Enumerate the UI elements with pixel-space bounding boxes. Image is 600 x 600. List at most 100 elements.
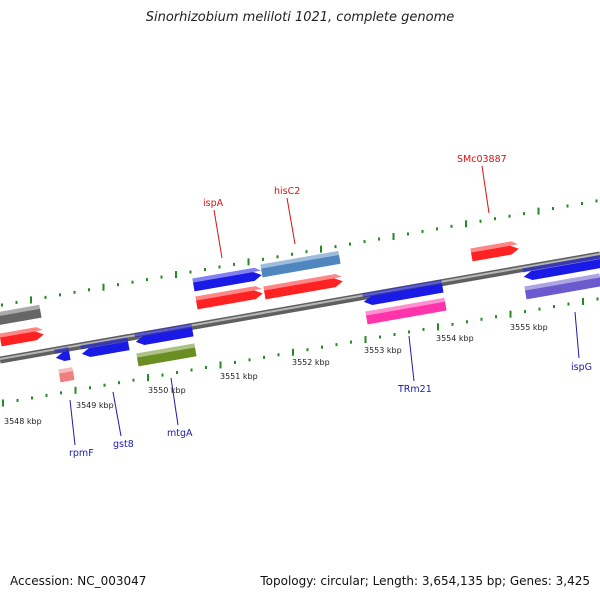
gene-blue-mtgA-upper (134, 323, 194, 345)
minor-tick (262, 257, 264, 261)
minor-tick (479, 219, 482, 223)
gene-rpmF-body (55, 351, 71, 361)
minor-tick (234, 360, 236, 364)
minor-tick (334, 245, 337, 249)
gene-mtgA-body (137, 347, 197, 367)
minor-tick (552, 207, 554, 211)
leader-mtga (170, 377, 179, 426)
minor-tick (248, 358, 251, 362)
major-tick (247, 258, 250, 266)
upper-tick-track (1, 199, 598, 307)
gene-mtgA-bevel (136, 343, 196, 358)
gene-hisC2-bevel (263, 273, 343, 291)
gene-ispA-bevel (192, 267, 262, 283)
gene-red-left (0, 327, 44, 347)
gene-gst8-body (81, 341, 130, 357)
minor-tick (59, 293, 61, 297)
minor-tick (349, 242, 351, 246)
minor-tick (160, 275, 163, 279)
gene-ispG (524, 273, 600, 300)
minor-tick (305, 250, 308, 254)
leader-ispg (574, 311, 580, 359)
major-tick (465, 220, 467, 228)
gene-red-left-bevel (0, 327, 44, 338)
gene-labels: SMc03887 hisC2 ispA rpmF gst8 mtgA TRm21… (69, 154, 592, 459)
minor-tick (321, 345, 323, 349)
tick-label-3550: 3550 kbp (148, 386, 186, 395)
tick-label-3555: 3555 kbp (510, 323, 548, 332)
gene-TRm21-upper (362, 279, 444, 305)
minor-tick (553, 305, 555, 309)
gene-SMc03887-bevel (470, 241, 518, 253)
major-tick (537, 207, 540, 215)
minor-tick (89, 386, 91, 390)
gene-ispG-upper (522, 255, 600, 280)
gene-lightred-rpmF-bevel (58, 367, 73, 374)
gene-mtgA (136, 343, 197, 367)
gene-TRm21-upper-body (363, 283, 444, 305)
gene-gray-left-body (0, 308, 42, 327)
gene-features (0, 241, 600, 383)
minor-tick (190, 368, 193, 372)
minor-tick (218, 265, 221, 269)
major-tick (74, 386, 77, 394)
major-tick (320, 245, 322, 253)
gene-gst8 (80, 337, 130, 357)
minor-tick (263, 355, 265, 359)
minor-tick (73, 290, 76, 294)
gene-label-rpmf: rpmF (69, 448, 94, 459)
gene-label-mtga: mtgA (167, 428, 193, 439)
major-tick (509, 310, 512, 318)
gene-hisC2-body (264, 278, 343, 300)
minor-tick (1, 303, 3, 307)
minor-tick (60, 391, 62, 395)
gene-red-left-body (0, 331, 44, 347)
tick-label-3553: 3553 kbp (364, 346, 402, 355)
minor-tick (350, 340, 352, 344)
minor-tick (233, 262, 235, 266)
minor-tick (45, 393, 48, 397)
gene-gray-left-bevel (0, 304, 40, 318)
minor-tick (408, 330, 410, 334)
major-tick (292, 348, 294, 356)
minor-tick (44, 295, 47, 299)
gene-gray-left (0, 304, 42, 327)
minor-tick (205, 365, 207, 369)
gene-hisC2 (263, 273, 343, 300)
minor-tick (276, 255, 279, 259)
minor-tick (421, 229, 424, 233)
tick-label-3548: 3548 kbp (4, 417, 42, 426)
minor-tick (131, 280, 134, 284)
gene-steelblue-body (261, 254, 341, 278)
gene-rpmF (54, 347, 71, 361)
gene-label-ispg: ispG (571, 362, 592, 373)
minor-tick (494, 217, 496, 221)
major-tick (364, 336, 367, 344)
tick-label-3552: 3552 kbp (292, 358, 330, 367)
gene-blue-mtgA-upper-bevel (134, 323, 192, 338)
gene-steelblue (260, 250, 341, 278)
minor-tick (379, 335, 381, 339)
kbp-tick-labels: 3548 kbp 3549 kbp 3550 kbp 3551 kbp 3552… (4, 323, 548, 426)
minor-tick (524, 310, 526, 314)
genome-backbone-highlight (0, 253, 600, 360)
leader-hisc2 (286, 197, 296, 245)
gene-TRm21-upper-bevel (362, 279, 442, 298)
gene-lightred-rpmF (58, 367, 75, 383)
gene-ispG-upper-bevel (522, 255, 600, 273)
major-tick (582, 298, 584, 305)
minor-tick (146, 278, 148, 282)
major-tick (392, 232, 395, 240)
minor-tick (117, 283, 119, 287)
minor-tick (103, 383, 106, 387)
gene-steelblue-bevel (260, 250, 340, 269)
major-tick (102, 283, 105, 291)
gene-rpmF-bevel (54, 347, 69, 354)
gene-SMc03887 (470, 241, 519, 262)
minor-tick (132, 378, 135, 382)
minor-tick (16, 398, 19, 402)
minor-tick (393, 332, 396, 336)
gene-ispG-bevel (524, 273, 600, 291)
minor-tick (567, 302, 570, 306)
lower-tick-track (2, 297, 599, 407)
